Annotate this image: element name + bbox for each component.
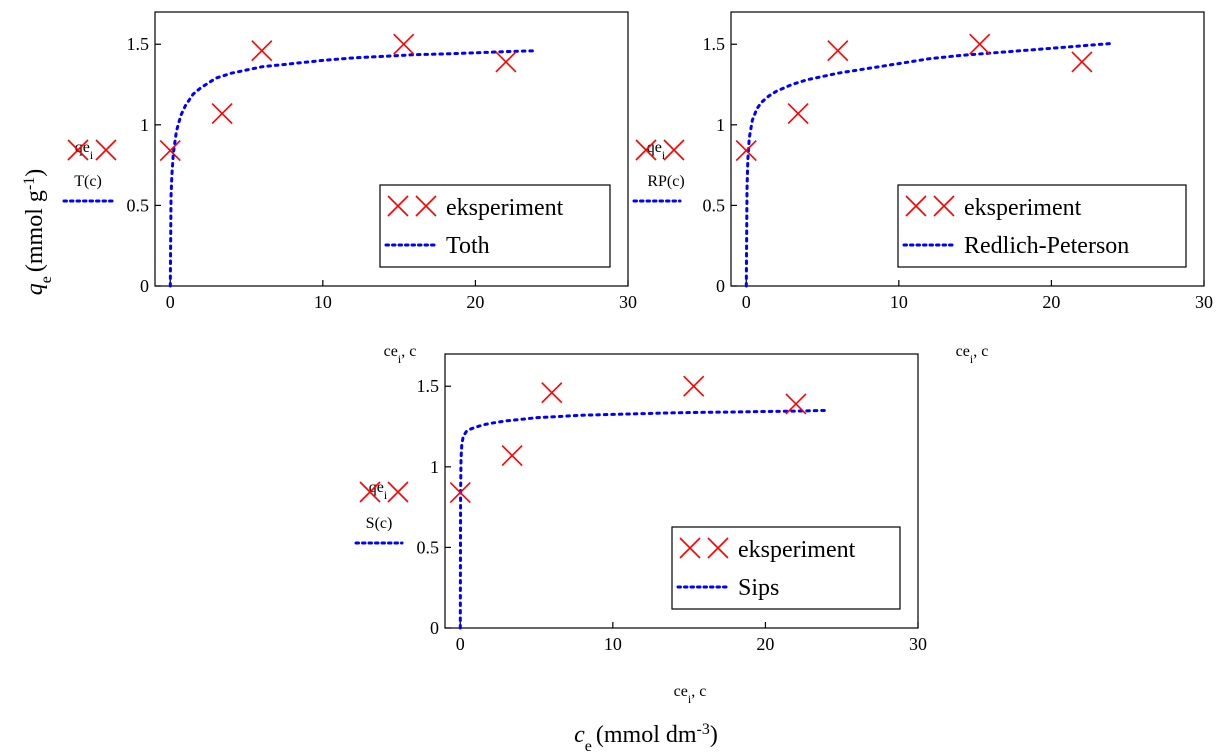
x-ticks: 0 10 20 30 (166, 280, 637, 312)
y-tick-label: 1 (140, 115, 149, 135)
experiment-points (159, 33, 517, 162)
legend-model-label: Redlich-Peterson (964, 233, 1129, 259)
y-tick-label: 0.5 (703, 195, 726, 215)
model-curve-line (744, 41, 1114, 288)
y-tick-label: 1 (716, 115, 725, 135)
legend-model-label: Sips (738, 575, 779, 601)
y-tick-label: 0 (716, 276, 725, 296)
experiment-point (735, 140, 757, 162)
toth-chart: 0 10 20 30 0 0.5 1 1.5 cei, c qei T(c) eksperi… (62, 11, 637, 366)
model-curve-line (168, 49, 538, 288)
y-ticks: 0 0.5 1 1.5 (417, 376, 451, 638)
experiment-point (495, 51, 517, 73)
legend: eksperiment Redlich-Peterson (897, 184, 1187, 268)
x-tick-label: 0 (742, 292, 751, 312)
x-tick-label: 20 (1042, 292, 1060, 312)
x-tick-label: 30 (619, 292, 637, 312)
legend-experiment-label: eksperiment (964, 195, 1082, 221)
experiment-point (501, 444, 523, 467)
y-tick-label: 1.5 (127, 34, 150, 54)
x-tick-label: 0 (456, 634, 465, 654)
experiment-point (393, 33, 415, 55)
x-axis-label: cei, c (956, 343, 989, 366)
y-tick-label: 0 (430, 618, 439, 638)
legend-experiment-label: eksperiment (738, 537, 856, 563)
legend: eksperiment Toth (379, 184, 611, 268)
x-axis-label: cei, c (674, 683, 707, 706)
x-tick-label: 10 (890, 292, 908, 312)
y-tick-label: 1 (430, 457, 439, 477)
y-curve-label: RP(c) (647, 173, 684, 190)
model-curve (168, 49, 538, 288)
experiment-point (211, 102, 233, 125)
y-points-symbols (67, 139, 117, 161)
y-curve-label: T(c) (74, 173, 102, 190)
x-tick-label: 20 (756, 634, 774, 654)
x-ticks: 0 10 20 30 (456, 622, 927, 654)
model-curve (458, 408, 828, 630)
experiment-point (159, 140, 181, 162)
x-axis-label: cei, c (384, 343, 417, 366)
experiment-point (785, 393, 807, 415)
y-points-label: qei (75, 139, 94, 162)
x-tick-label: 20 (466, 292, 484, 312)
sips-chart: 0 10 20 30 0 0.5 1 1.5 cei, c qei S(c) eksperi… (354, 353, 927, 706)
experiment-point (827, 40, 849, 62)
x-tick-label: 10 (314, 292, 332, 312)
model-curve (744, 41, 1114, 288)
experiment-point (541, 382, 563, 404)
experiment-point (969, 33, 991, 55)
y-tick-label: 1.5 (417, 376, 440, 396)
figure-y-axis-title: qe(mmol g-1) (21, 169, 55, 295)
legend-box (897, 184, 1187, 268)
redlich-peterson-chart: 0 10 20 30 0 0.5 1 1.5 cei, c qei RP(c) eksper… (632, 11, 1213, 366)
y-curve-label: S(c) (366, 515, 393, 532)
plot-frame (730, 11, 1205, 287)
figure-x-axis-title: ce (mmol dm-3) (574, 721, 718, 754)
y-points-label: qei (369, 479, 388, 502)
x-tick-label: 30 (909, 634, 927, 654)
y-tick-label: 0.5 (417, 537, 440, 557)
y-tick-label: 1.5 (703, 34, 726, 54)
legend-model-label: Toth (446, 233, 490, 259)
experiment-point (787, 102, 809, 125)
plot-frame (154, 11, 629, 287)
experiment-points (449, 375, 807, 504)
x-tick-label: 10 (604, 634, 622, 654)
y-points-symbols (359, 481, 409, 503)
legend: eksperiment Sips (671, 526, 901, 610)
legend-experiment-marker (905, 195, 955, 217)
legend-experiment-marker (679, 537, 729, 559)
x-ticks: 0 10 20 30 (742, 280, 1213, 312)
experiment-points (735, 33, 1093, 162)
legend-experiment-label: eksperiment (446, 195, 564, 221)
x-tick-label: 0 (166, 292, 175, 312)
model-curve-line (458, 408, 828, 630)
experiment-point (449, 482, 471, 504)
y-ticks: 0 0.5 1 1.5 (703, 34, 737, 296)
legend-experiment-marker (387, 195, 437, 217)
y-points-symbols (635, 139, 685, 161)
experiment-point (1071, 51, 1093, 73)
experiment-point (683, 375, 705, 397)
experiment-point (251, 40, 273, 62)
y-ticks: 0 0.5 1 1.5 (127, 34, 161, 296)
y-tick-label: 0.5 (127, 195, 150, 215)
y-points-label: qei (647, 139, 666, 162)
y-tick-label: 0 (140, 276, 149, 296)
x-tick-label: 30 (1195, 292, 1213, 312)
plot-frame (444, 353, 919, 629)
